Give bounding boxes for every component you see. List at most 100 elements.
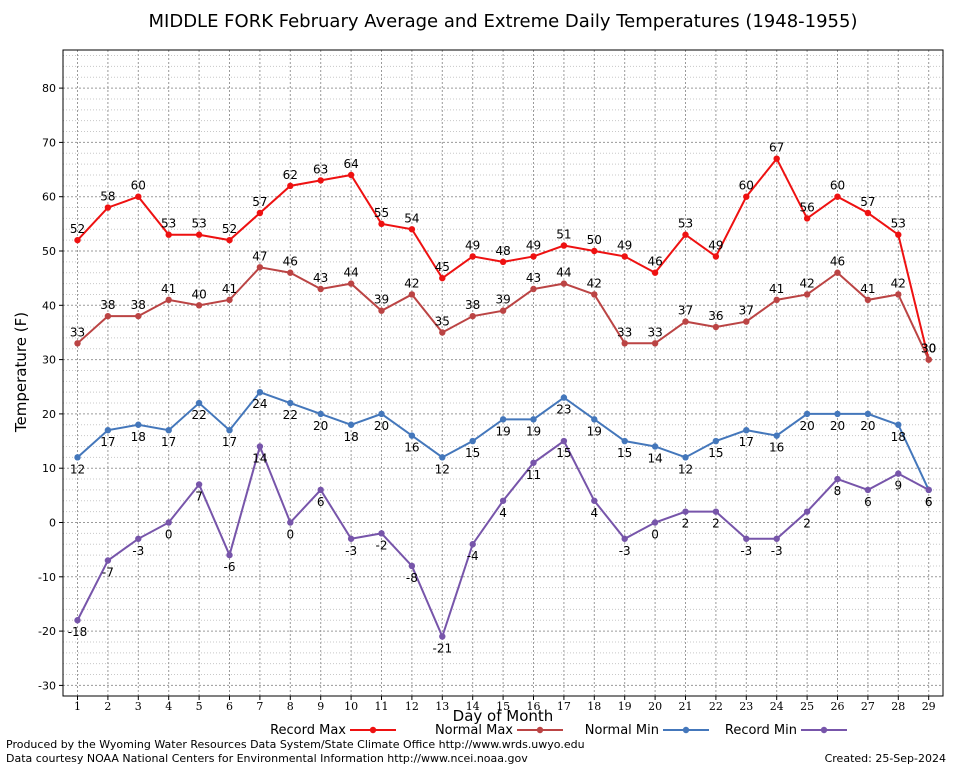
data-point [195, 399, 203, 407]
data-label: 12 [435, 462, 450, 476]
data-label: 4 [499, 506, 507, 520]
data-label: 22 [283, 408, 298, 422]
data-point [803, 291, 811, 298]
data-label: 9 [894, 479, 902, 493]
data-point [743, 535, 750, 542]
data-point [347, 535, 355, 542]
data-point [347, 171, 355, 179]
data-label: 8 [834, 484, 842, 498]
data-point [743, 193, 750, 200]
y-tick-label: -10 [38, 571, 56, 584]
data-point [195, 231, 203, 238]
data-label: -3 [345, 544, 357, 558]
series-record-min: -18 -7 -3 0 7 -6 14 0 6 -3 -2 -8 -21 -4 4 11 15 4 -3 0 2 2 -3 -… [68, 437, 933, 656]
data-point [256, 443, 264, 450]
data-label: 42 [799, 276, 814, 290]
data-label: 33 [70, 325, 85, 339]
data-label: 56 [799, 200, 814, 214]
data-point [378, 530, 385, 537]
data-point [560, 280, 568, 287]
data-point [317, 410, 324, 418]
data-point [560, 437, 568, 445]
y-tick-label: 10 [42, 462, 56, 475]
legend-swatch-marker [682, 726, 690, 734]
x-tick-label: 7 [256, 700, 263, 713]
x-axis-label: Day of Month [453, 707, 554, 725]
data-point [287, 519, 294, 526]
x-tick-label: 29 [922, 700, 936, 713]
data-point [74, 340, 81, 347]
data-point [834, 410, 841, 418]
data-label: 53 [161, 217, 176, 231]
x-tick-label: 14 [466, 700, 480, 713]
data-label: 15 [617, 446, 632, 460]
data-label: 17 [739, 435, 754, 449]
data-point [74, 236, 81, 244]
data-point [165, 426, 172, 434]
legend-swatch-marker [820, 726, 828, 734]
y-tick-label: 60 [42, 191, 56, 204]
data-label: 46 [647, 255, 662, 269]
data-point [591, 497, 598, 504]
data-point [712, 253, 720, 260]
data-label: 53 [191, 217, 206, 231]
footer-created-date: Created: 25-Sep-2024 [824, 752, 946, 765]
data-point [712, 508, 720, 515]
data-label: 55 [374, 206, 389, 220]
y-tick-label: 0 [49, 517, 56, 530]
x-tick-label: 12 [405, 700, 419, 713]
x-tick-label: 6 [226, 700, 233, 713]
data-label: 39 [374, 293, 389, 307]
data-label: 40 [191, 287, 206, 301]
x-tick-label: 3 [135, 700, 142, 713]
data-point [256, 209, 264, 217]
footer-credit-line-1: Produced by the Wyoming Water Resources … [6, 738, 585, 751]
data-point [287, 399, 294, 407]
y-tick-label: -20 [38, 625, 56, 638]
x-tick-label: 19 [618, 700, 632, 713]
data-point [895, 421, 902, 428]
x-tick-label: 8 [287, 700, 294, 713]
data-point [195, 302, 203, 309]
data-label: -18 [68, 625, 88, 639]
data-label: 57 [860, 195, 875, 209]
data-point [621, 437, 628, 445]
data-label: -4 [467, 549, 479, 563]
data-point [439, 329, 446, 336]
data-point [317, 177, 324, 184]
data-label: 15 [556, 446, 571, 460]
data-point [530, 416, 537, 423]
data-point [621, 535, 628, 542]
data-label: 62 [283, 168, 298, 182]
data-label: -3 [740, 544, 752, 558]
data-label: 41 [161, 282, 176, 296]
data-label: 7 [195, 489, 203, 503]
data-point [226, 551, 233, 559]
x-tick-label: 1 [74, 700, 81, 713]
data-point [773, 535, 780, 542]
data-label: 6 [317, 495, 325, 509]
data-point [560, 242, 568, 249]
y-tick-labels: -30 -20 -10 0 10 20 30 40 50 60 70 80 [38, 82, 56, 692]
data-point [864, 410, 872, 418]
data-label: 38 [465, 298, 480, 312]
x-tick-label: 24 [770, 700, 784, 713]
data-point [378, 410, 385, 418]
data-point [165, 296, 172, 304]
data-point [469, 253, 476, 260]
data-point [834, 193, 841, 200]
data-label: 42 [587, 276, 602, 290]
data-label: 15 [708, 446, 723, 460]
data-point [226, 296, 233, 304]
series-record-max: 52 58 60 53 53 52 57 62 63 64 55 54 45 49 48 49 51 50 49 46… [70, 141, 936, 363]
x-tick-label: 26 [831, 700, 845, 713]
data-point [408, 432, 416, 439]
data-point [682, 454, 689, 461]
data-label: 19 [587, 424, 602, 438]
data-point [803, 508, 811, 515]
x-tick-label: 21 [679, 700, 693, 713]
x-tick-label: 18 [587, 700, 601, 713]
data-point [74, 617, 81, 624]
